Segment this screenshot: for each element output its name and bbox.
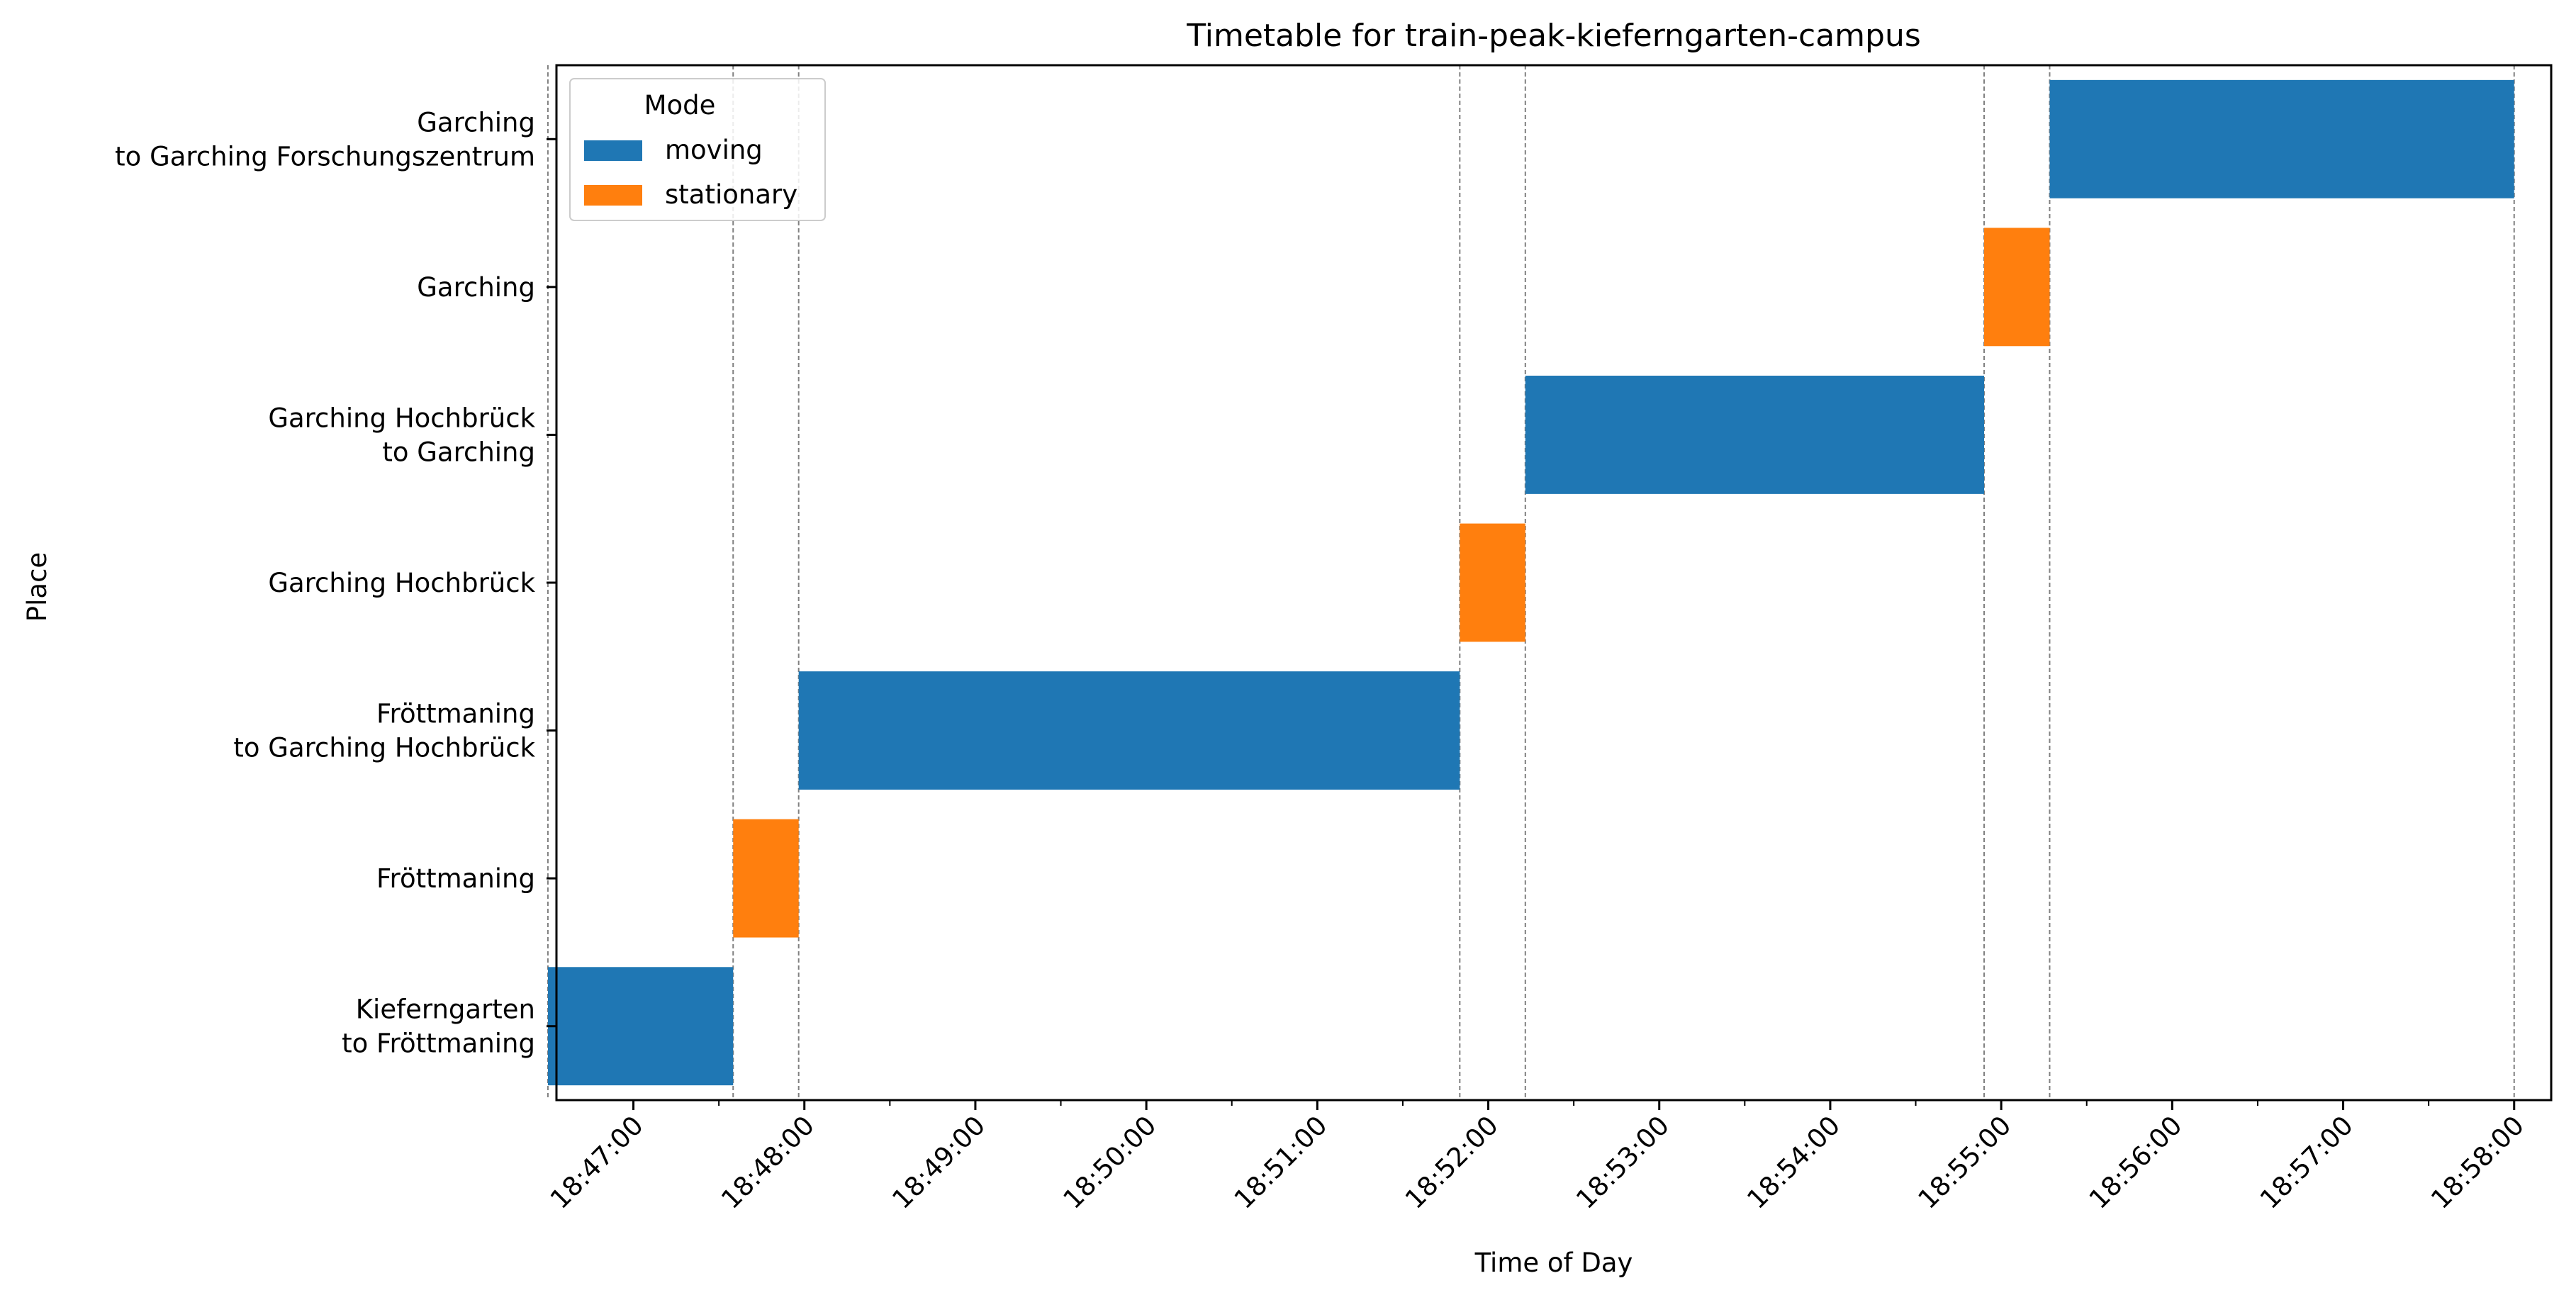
x-axis: 18:47:00 18:48:00 18:49:00 18:50:00 18:51:00…	[544, 1100, 2530, 1215]
plot-frame	[555, 64, 2553, 1102]
y-tick-label: Garching Hochbrück	[268, 568, 535, 598]
y-tick-label: Garching	[417, 107, 535, 138]
x-tick-label: 18:52:00	[1399, 1110, 1504, 1215]
y-axis: Kieferngarten to Fröttmaning Fröttmaning Fr…	[115, 107, 556, 1059]
boundary-lines	[547, 65, 2515, 1100]
chart-title: Timetable for train-peak-kieferngarten-c…	[1186, 18, 1921, 54]
x-tick-label: 18:54:00	[1741, 1110, 1846, 1215]
x-tick-label: 18:58:00	[2425, 1110, 2530, 1215]
y-tick-label: Garching Hochbrück	[268, 403, 535, 433]
y-tick-label: Kieferngarten	[356, 994, 535, 1025]
bars	[547, 79, 2514, 1086]
y-tick-label: to Fröttmaning	[342, 1029, 535, 1059]
bar-stationary-5	[1984, 228, 2050, 347]
bar-moving-6	[2049, 79, 2514, 198]
x-tick-label: 18:50:00	[1058, 1110, 1163, 1215]
y-tick-label: to Garching	[382, 437, 535, 467]
x-tick-label: 18:49:00	[886, 1110, 991, 1215]
y-axis-label: Place	[22, 552, 52, 622]
y-tick-label: Fröttmaning	[376, 699, 535, 729]
bar-moving-2	[798, 671, 1460, 790]
y-tick-label: to Garching Forschungszentrum	[115, 141, 535, 172]
y-tick-label: to Garching Hochbrück	[233, 733, 535, 763]
legend: Mode moving stationary	[569, 78, 826, 221]
x-tick-label: 18:57:00	[2254, 1110, 2359, 1215]
y-tick-label: Fröttmaning	[376, 863, 535, 894]
x-tick-label: 18:51:00	[1228, 1110, 1333, 1215]
x-tick-label: 18:53:00	[1570, 1110, 1675, 1215]
legend-swatch-stationary	[584, 185, 642, 206]
legend-label-stationary: stationary	[665, 179, 797, 210]
x-tick-label: 18:48:00	[715, 1110, 820, 1215]
x-axis-label: Time of Day	[1474, 1248, 1633, 1278]
x-tick-label: 18:56:00	[2083, 1110, 2188, 1215]
bar-moving-4	[1525, 376, 1985, 494]
bar-stationary-3	[1460, 523, 1525, 642]
bar-stationary-1	[733, 819, 799, 938]
legend-label-moving: moving	[665, 135, 763, 165]
x-tick-label: 18:55:00	[1913, 1110, 2017, 1215]
x-tick-label: 18:47:00	[544, 1110, 649, 1215]
bar-moving-0	[547, 967, 734, 1086]
legend-title: Mode	[644, 90, 716, 121]
legend-swatch-moving	[584, 140, 642, 161]
y-tick-label: Garching	[417, 272, 535, 303]
